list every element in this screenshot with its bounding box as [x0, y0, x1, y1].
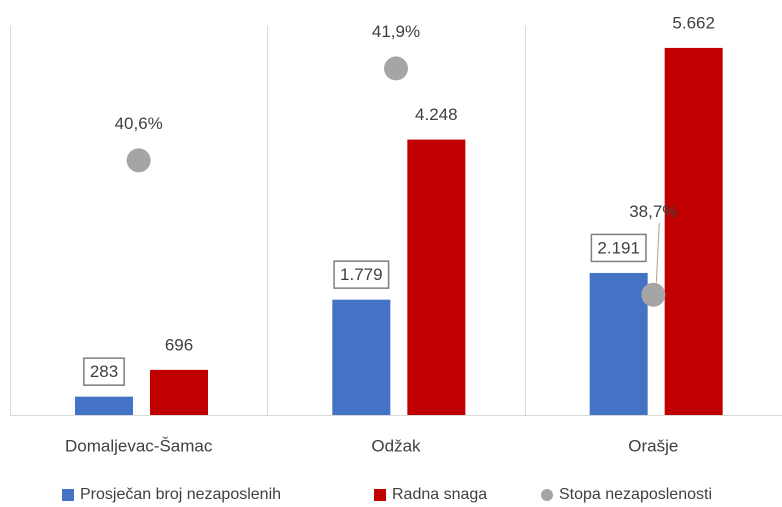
- bar: [589, 272, 648, 415]
- legend-label: Stopa nezaposlenosti: [559, 486, 712, 503]
- legend-marker: [374, 489, 386, 501]
- leader-line: [655, 222, 660, 283]
- bar: [75, 396, 133, 415]
- legend-label: Radna snaga: [392, 486, 487, 503]
- bar: [407, 139, 466, 415]
- bar: [664, 47, 723, 415]
- label-box: [83, 357, 125, 386]
- label-box: [590, 233, 647, 263]
- data-label: 41,9%: [372, 22, 420, 41]
- data-label: 38,7%: [629, 202, 677, 221]
- x-tick-label: Domaljevac-Šamac: [65, 436, 213, 455]
- data-label: 283: [90, 362, 118, 381]
- data-label: 5.662: [672, 13, 715, 32]
- data-label: 1.779: [340, 265, 383, 284]
- data-label: 2.191: [597, 238, 640, 257]
- bar: [332, 299, 391, 415]
- label-box: [333, 260, 390, 289]
- marker: [384, 56, 408, 81]
- bar: [150, 369, 208, 415]
- legend-marker: [541, 489, 553, 501]
- x-tick-label: Orašje: [628, 436, 678, 455]
- legend-label: Prosječan broj nezaposlenih: [80, 486, 281, 503]
- data-label: 40,6%: [115, 114, 163, 133]
- marker: [641, 282, 666, 307]
- x-tick-label: Odžak: [371, 436, 421, 455]
- legend-marker: [62, 489, 74, 501]
- data-label: 696: [165, 335, 193, 354]
- data-label: 4.248: [415, 105, 458, 124]
- marker: [126, 148, 151, 173]
